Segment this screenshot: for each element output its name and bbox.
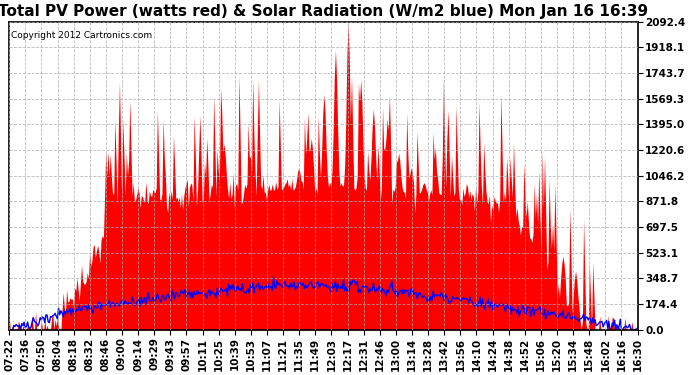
Title: Total PV Power (watts red) & Solar Radiation (W/m2 blue) Mon Jan 16 16:39: Total PV Power (watts red) & Solar Radia… [0,4,649,19]
Text: Copyright 2012 Cartronics.com: Copyright 2012 Cartronics.com [11,31,152,40]
